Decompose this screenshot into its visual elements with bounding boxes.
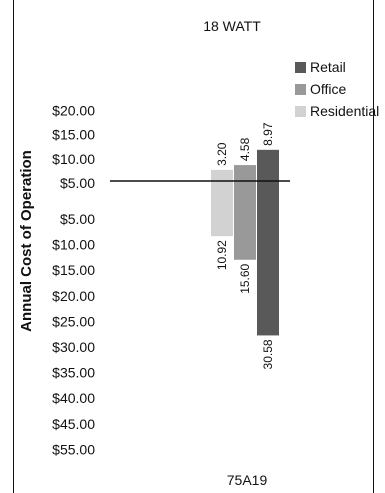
data-label-office-negative: 15.60 xyxy=(238,263,252,293)
data-label-residential-negative: 10.92 xyxy=(215,240,229,270)
y-tick-label-positive-2: $15.00 xyxy=(52,127,95,143)
y-tick-label-negative-5: $25.00 xyxy=(52,313,95,329)
y-tick-label-negative-9: $45.00 xyxy=(52,416,95,432)
legend-label-retail: Retail xyxy=(310,59,346,75)
y-tick-label-negative-6: $30.00 xyxy=(52,339,95,355)
bar-office-negative xyxy=(234,181,256,260)
legend-label-office: Office xyxy=(310,81,347,97)
bar-residential-negative xyxy=(211,181,233,237)
y-axis-label: Annual Cost of Operation xyxy=(18,150,35,332)
data-label-retail-negative: 30.58 xyxy=(261,339,275,369)
y-tick-label-negative-8: $40.00 xyxy=(52,390,95,406)
x-axis-label: 75A19 xyxy=(227,472,268,488)
y-tick-label-negative-3: $15.00 xyxy=(52,262,95,278)
right-frame-line xyxy=(373,0,374,493)
data-label-office-positive: 4.58 xyxy=(238,137,252,161)
legend-swatch-office xyxy=(295,84,306,95)
left-frame-line xyxy=(13,0,14,493)
legend-swatch-retail xyxy=(295,62,306,73)
bar-retail-negative xyxy=(257,181,279,336)
bar-residential-positive xyxy=(211,169,233,181)
legend-swatch-residential xyxy=(295,106,306,117)
data-label-residential-positive: 3.20 xyxy=(215,142,229,166)
y-tick-label-positive-1: $20.00 xyxy=(52,103,95,119)
y-tick-label-negative-1: $5.00 xyxy=(60,211,95,227)
y-tick-label-positive-3: $10.00 xyxy=(52,151,95,167)
y-tick-label-positive-4: $5.00 xyxy=(60,175,95,191)
y-tick-label-negative-2: $10.00 xyxy=(52,237,95,253)
y-tick-label-negative-4: $20.00 xyxy=(52,288,95,304)
y-tick-label-negative-7: $35.00 xyxy=(52,365,95,381)
bar-retail-positive xyxy=(257,149,279,181)
y-tick-label-negative-10: $55.00 xyxy=(52,441,95,457)
legend-label-residential: Residential xyxy=(310,103,379,119)
data-label-retail-positive: 8.97 xyxy=(261,122,275,146)
chart-title: 18 WATT xyxy=(203,18,261,34)
bar-office-positive xyxy=(234,165,256,181)
